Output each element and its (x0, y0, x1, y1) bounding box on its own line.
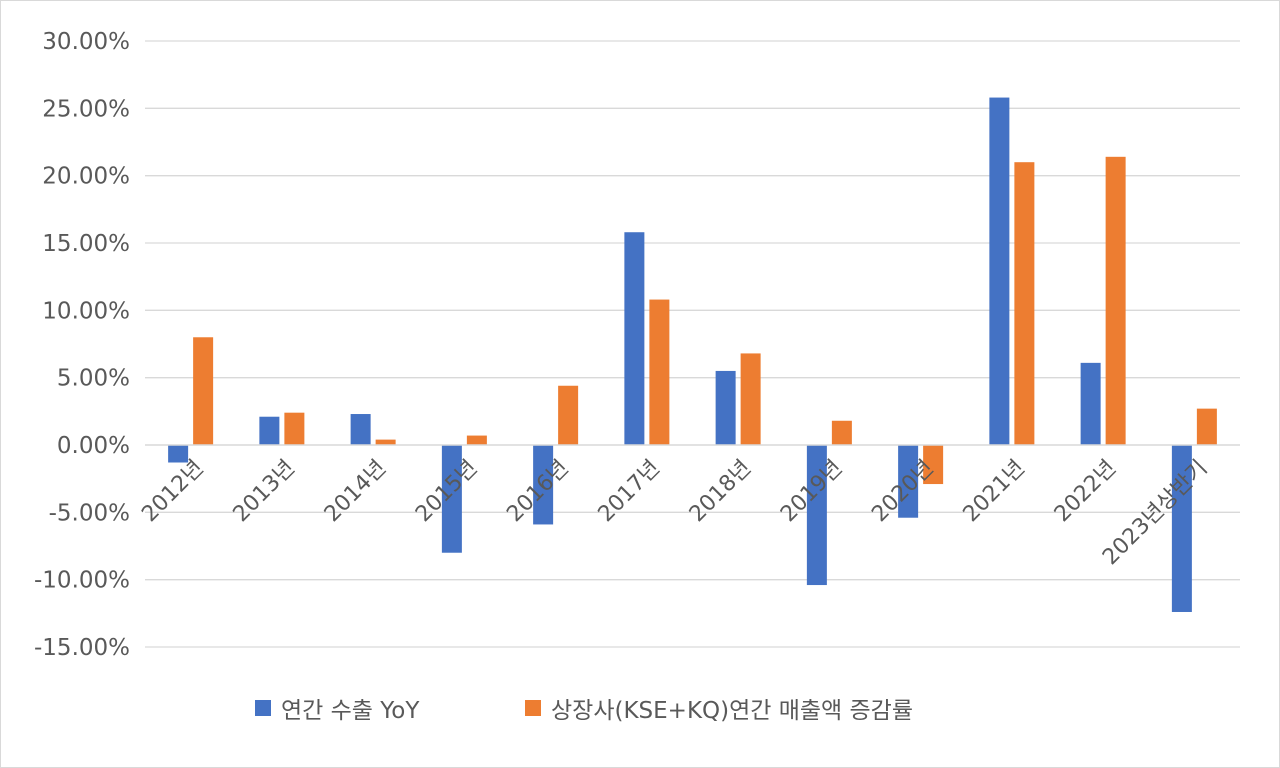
legend-label: 상장사(KSE+KQ)연간 매출액 증감률 (551, 698, 913, 724)
gridlines (145, 40, 1240, 648)
sales-growth-bar (649, 299, 670, 445)
sales-growth-bar (284, 412, 305, 445)
export-yoy-bar (898, 445, 919, 518)
export-yoy-bar (441, 445, 462, 553)
sales-growth-bar (740, 353, 761, 445)
y-tick-label: 30.00% (42, 29, 130, 55)
export-yoy-bar (1080, 362, 1101, 445)
sales-growth-bar (375, 439, 396, 445)
y-tick-label: 15.00% (42, 231, 130, 257)
sales-growth-bar (1196, 408, 1217, 445)
y-tick-label: 25.00% (42, 96, 130, 122)
bars (168, 97, 1217, 612)
sales-growth-bar (558, 385, 579, 445)
sales-growth-bar (193, 337, 214, 445)
export-yoy-bar (350, 414, 371, 445)
legend: 연간 수출 YoY 상장사(KSE+KQ)연간 매출액 증감률 (255, 698, 913, 724)
y-tick-label: 0.00% (57, 433, 130, 459)
export-yoy-bar (533, 445, 554, 525)
export-yoy-bar (989, 97, 1010, 445)
sales-growth-bar (923, 445, 944, 485)
y-tick-label: -10.00% (34, 568, 130, 594)
legend-swatch (255, 700, 271, 716)
export-yoy-bar (806, 445, 827, 586)
sales-growth-bar (831, 420, 852, 445)
y-tick-label: 20.00% (42, 164, 130, 190)
legend-swatch (525, 700, 541, 716)
export-yoy-bar (259, 416, 280, 445)
y-tick-label: 5.00% (57, 366, 130, 392)
sales-growth-bar (1105, 156, 1126, 445)
y-tick-label: -15.00% (34, 635, 130, 661)
export-yoy-bar (624, 232, 645, 445)
sales-growth-bar (466, 435, 487, 445)
export-yoy-bar (1171, 445, 1192, 612)
y-axis-tick-labels: 30.00% 25.00% 20.00% 15.00% 10.00% 5.00% 0.00%… (34, 29, 130, 661)
sales-growth-bar (1014, 162, 1035, 445)
y-tick-label: 10.00% (42, 298, 130, 324)
y-tick-label: -5.00% (49, 500, 130, 526)
export-yoy-bar (715, 370, 736, 445)
export-yoy-bar (168, 445, 189, 463)
legend-label: 연간 수출 YoY (281, 698, 420, 724)
